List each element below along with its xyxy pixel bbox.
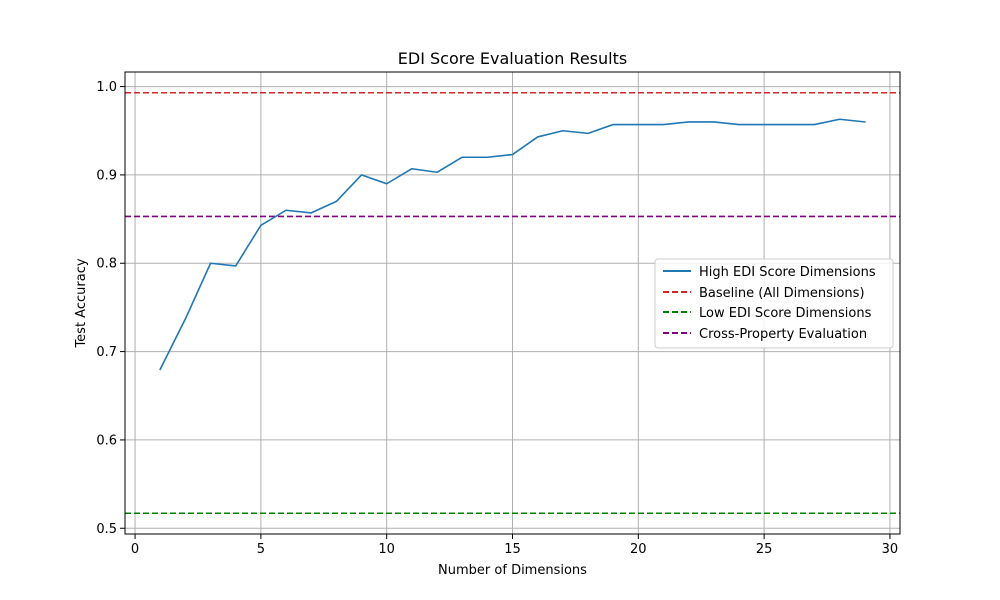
y-axis-label: Test Accuracy [74,258,89,348]
y-tick-label: 0.6 [96,433,117,448]
legend-label-high-edi: High EDI Score Dimensions [699,265,876,280]
y-tick-label: 0.8 [96,257,117,272]
x-tick-label: 15 [504,542,521,557]
y-tick-label: 0.7 [96,345,117,360]
reference-lines [125,91,900,515]
ticks: 0 5 10 15 20 25 30 0.5 0.6 0.7 0.8 0.9 1.0 [96,80,898,557]
legend-box [654,258,894,349]
legend-label-low-edi: Low EDI Score Dimensions [699,306,872,321]
y-tick-label: 0.9 [96,168,117,183]
series-line-high-edi [159,118,866,371]
x-axis-label: Number of Dimensions [438,563,587,578]
y-tick-label: 0.5 [96,522,117,537]
x-tick-label: 5 [257,542,265,557]
series-lines [159,118,866,371]
y-tick-label: 1.0 [96,80,117,95]
x-tick-label: 0 [131,542,139,557]
legend-label-cross-property: Cross-Property Evaluation [699,327,867,342]
legend-label-baseline: Baseline (All Dimensions) [699,286,865,301]
x-tick-label: 20 [630,542,647,557]
x-tick-label: 10 [378,542,395,557]
x-tick-label: 30 [882,542,899,557]
chart-title: EDI Score Evaluation Results [398,49,627,68]
x-tick-label: 25 [756,542,773,557]
legend: High EDI Score Dimensions Baseline (All … [654,258,894,349]
